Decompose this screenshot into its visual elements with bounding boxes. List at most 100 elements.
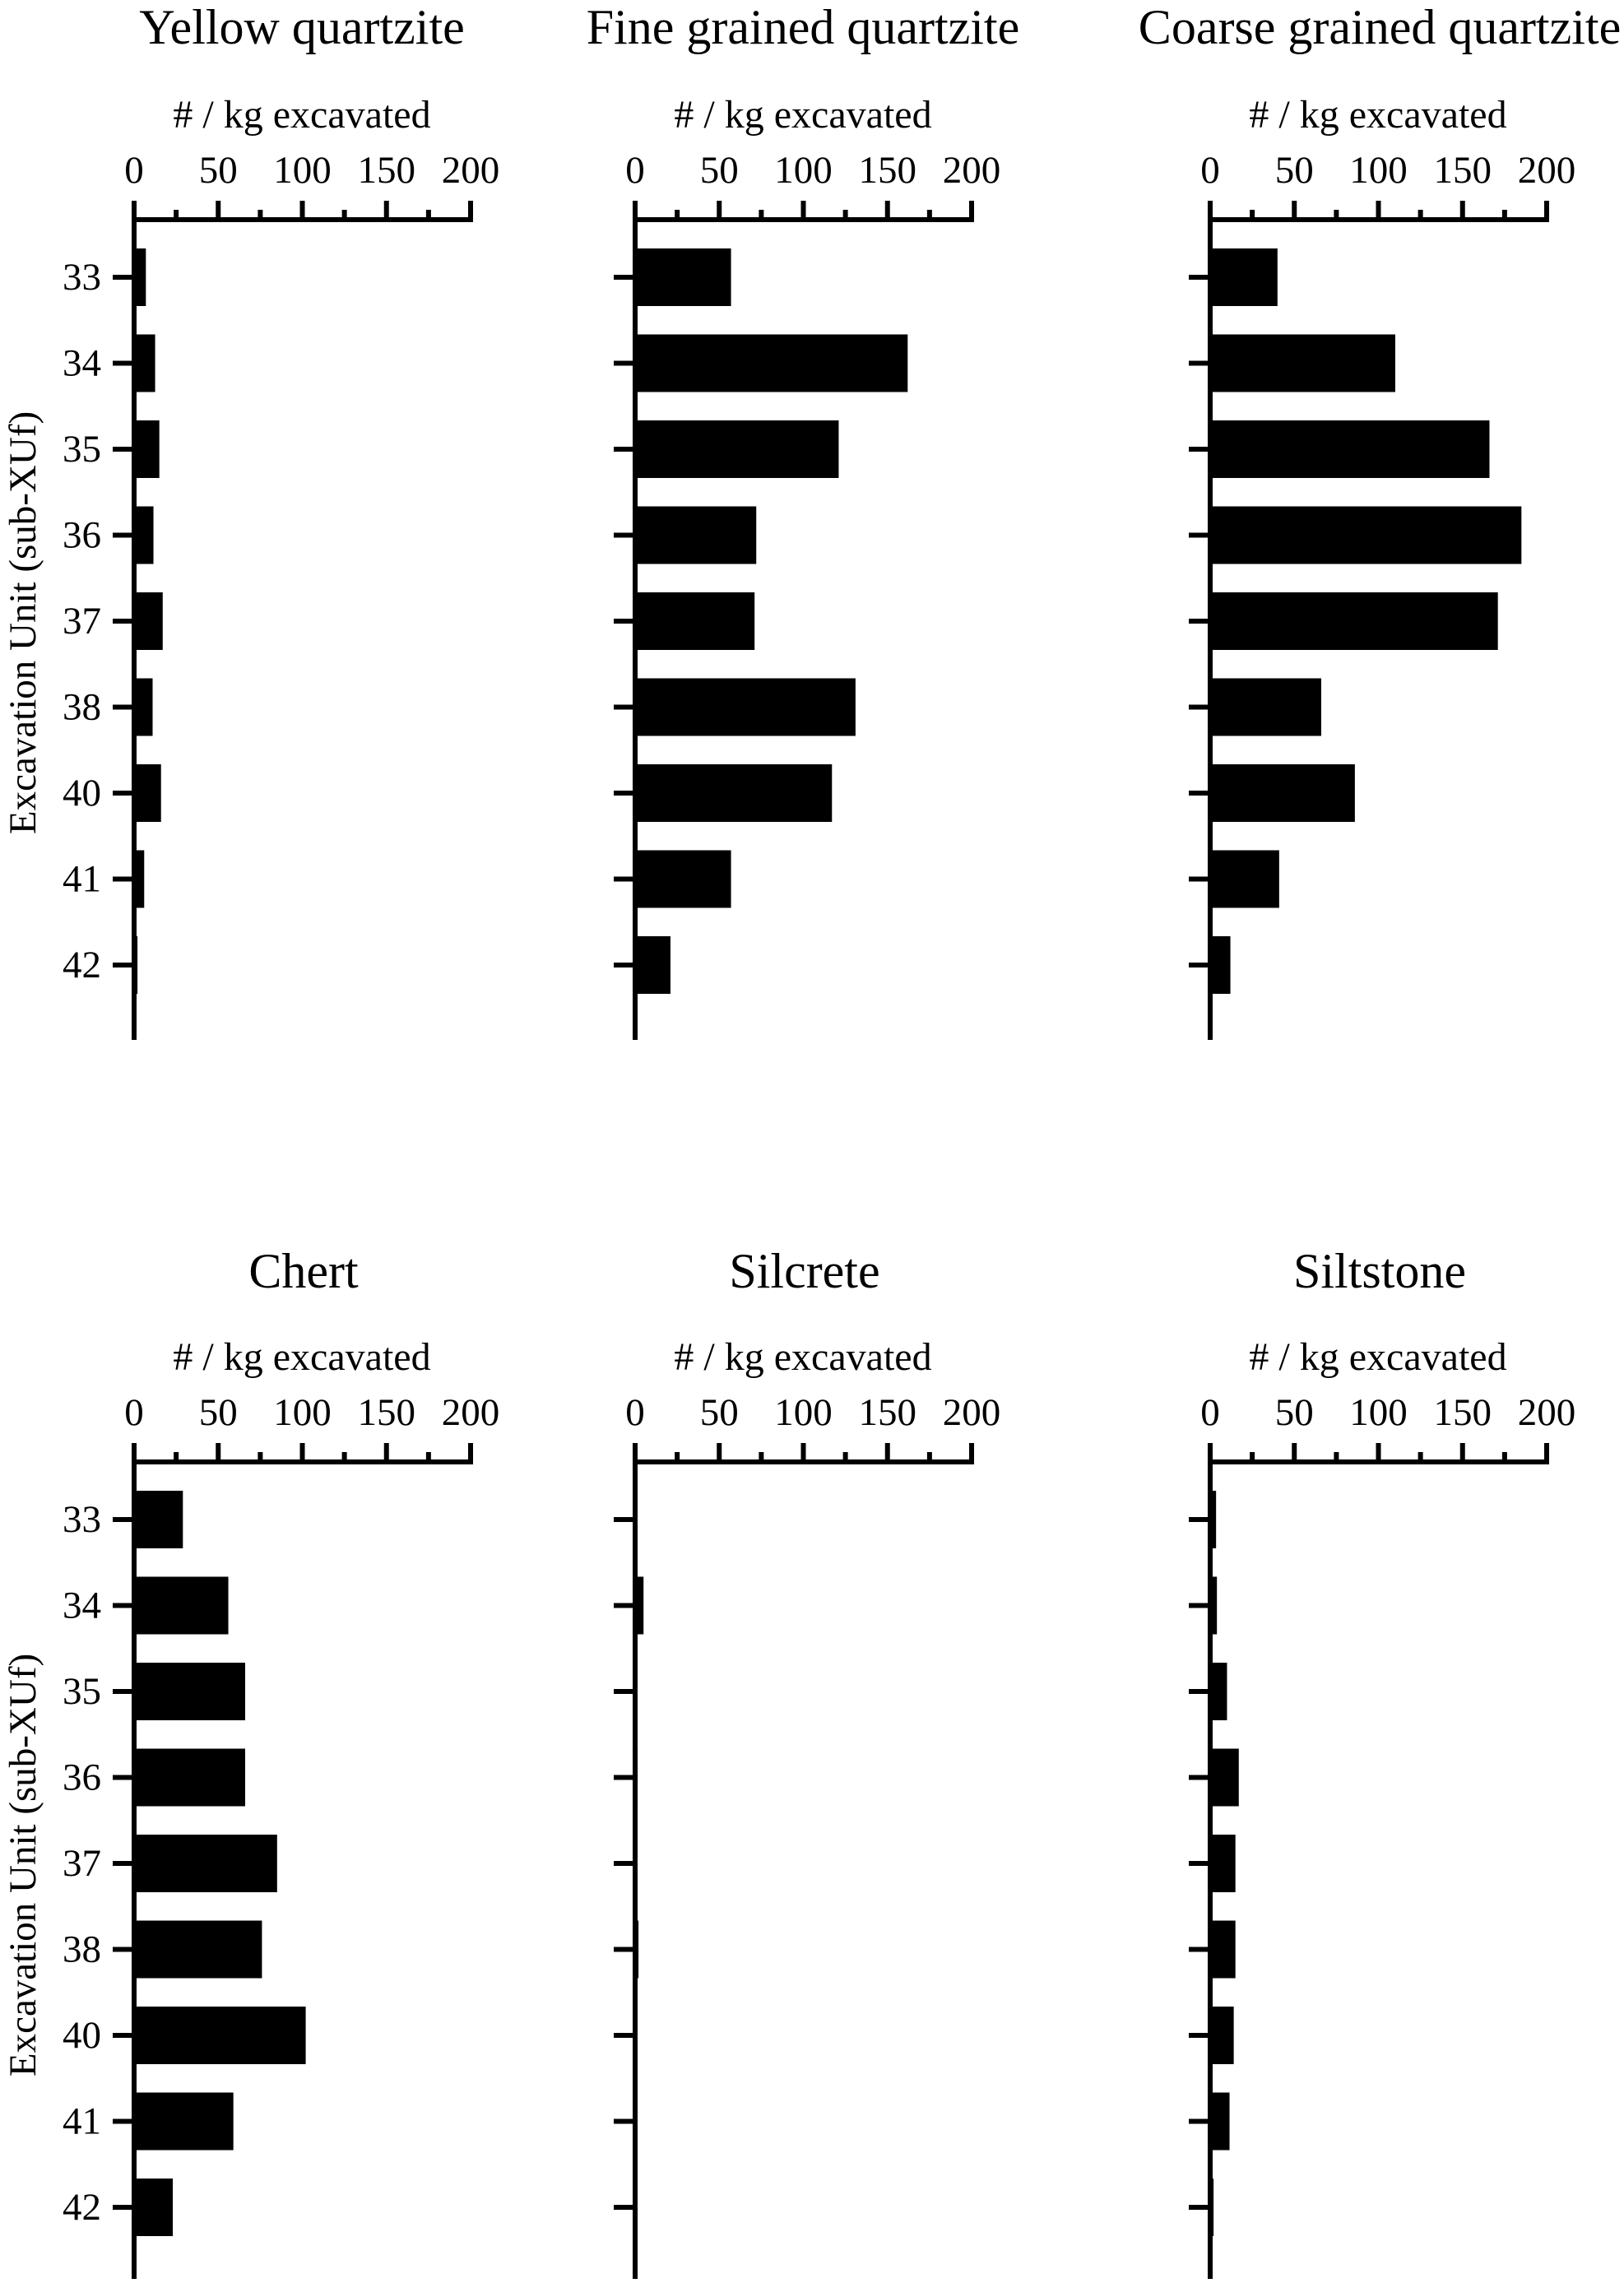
x-axis-title: # / kg excavated bbox=[674, 93, 931, 137]
x-tick-label: 0 bbox=[1200, 1391, 1220, 1434]
bar bbox=[1210, 764, 1355, 822]
bar bbox=[635, 678, 856, 736]
x-tick-label: 50 bbox=[700, 1391, 739, 1434]
bar bbox=[134, 764, 161, 822]
y-tick-label: 36 bbox=[63, 514, 101, 557]
y-tick-label: 38 bbox=[63, 686, 101, 729]
x-tick-label: 0 bbox=[1200, 149, 1220, 192]
bar bbox=[1210, 1920, 1236, 1979]
panel-title: Siltstone bbox=[1293, 1244, 1466, 1298]
bar bbox=[635, 850, 731, 908]
y-tick-label: 35 bbox=[63, 428, 101, 471]
bar bbox=[635, 420, 839, 478]
panel-title: Chert bbox=[248, 1244, 359, 1298]
bar bbox=[1210, 1576, 1218, 1635]
panel-title: Yellow quartzite bbox=[139, 0, 465, 54]
bar bbox=[134, 2007, 306, 2064]
x-axis-title: # / kg excavated bbox=[173, 1335, 430, 1379]
x-tick-label: 50 bbox=[700, 149, 739, 192]
y-tick-label: 40 bbox=[63, 2014, 101, 2057]
y-tick-label: 41 bbox=[63, 2100, 101, 2143]
x-tick-label: 200 bbox=[1518, 1391, 1576, 1434]
bar bbox=[1210, 1491, 1217, 1548]
bar bbox=[1210, 1748, 1239, 1807]
bar bbox=[134, 850, 145, 908]
bar bbox=[134, 1576, 229, 1635]
x-tick-label: 0 bbox=[625, 149, 645, 192]
x-tick-label: 200 bbox=[1518, 149, 1576, 192]
bar bbox=[134, 592, 163, 650]
bar bbox=[1210, 248, 1278, 306]
bar bbox=[1210, 2092, 1230, 2151]
panel-coarse-grained-quartzite: Coarse grained quartzite # / kg excavate… bbox=[1139, 0, 1621, 137]
x-tick-label: 100 bbox=[273, 149, 332, 192]
x-tick-label: 200 bbox=[442, 149, 500, 192]
y-axis-title-top: Excavation Unit (sub-XUf) bbox=[2, 411, 44, 834]
x-tick-label: 150 bbox=[859, 1391, 917, 1434]
panel-yellow-quartzite: Yellow quartzite # / kg excavated bbox=[139, 0, 465, 137]
y-axis-title-bottom: Excavation Unit (sub-XUf) bbox=[2, 1654, 44, 2077]
x-tick-label: 150 bbox=[1434, 1391, 1492, 1434]
bar bbox=[1210, 2007, 1234, 2064]
bar bbox=[134, 2092, 234, 2151]
bar bbox=[1210, 592, 1498, 650]
panel-title: Fine grained quartzite bbox=[587, 0, 1019, 54]
x-tick-label: 100 bbox=[273, 1391, 332, 1434]
bar bbox=[635, 936, 670, 994]
x-axis-title: # / kg excavated bbox=[173, 93, 430, 137]
x-axis-title: # / kg excavated bbox=[1249, 93, 1506, 137]
y-tick-label: 36 bbox=[63, 1756, 101, 1799]
y-tick-label: 33 bbox=[63, 256, 101, 299]
x-tick-label: 50 bbox=[199, 1391, 238, 1434]
bar bbox=[635, 592, 755, 650]
x-axis-title: # / kg excavated bbox=[1249, 1335, 1506, 1379]
x-tick-label: 0 bbox=[625, 1391, 645, 1434]
x-tick-label: 0 bbox=[124, 149, 144, 192]
panel-siltstone: Siltstone # / kg excavated bbox=[1249, 1244, 1506, 1379]
x-tick-label: 50 bbox=[1275, 1391, 1314, 1434]
x-tick-label: 100 bbox=[1349, 149, 1408, 192]
bar bbox=[1210, 334, 1395, 392]
bar bbox=[134, 506, 154, 564]
plot-layer: 33 34 35 36 37 38 40 41 42 0 50 100 150 200 0 50 100 150 2… bbox=[63, 149, 1576, 2282]
y-tick-label: 42 bbox=[63, 2186, 101, 2229]
bar bbox=[1210, 850, 1279, 908]
y-tick-label: 37 bbox=[63, 600, 101, 643]
bar bbox=[134, 1835, 277, 1892]
x-tick-label: 100 bbox=[1349, 1391, 1408, 1434]
bar bbox=[134, 1920, 262, 1979]
bar bbox=[635, 248, 731, 306]
x-tick-label: 200 bbox=[943, 1391, 1001, 1434]
x-tick-label: 0 bbox=[124, 1391, 144, 1434]
x-tick-label: 150 bbox=[859, 149, 917, 192]
bar bbox=[1210, 936, 1231, 994]
panel-silcrete: Silcrete # / kg excavated bbox=[674, 1244, 931, 1379]
x-tick-label: 150 bbox=[358, 149, 416, 192]
panel-chert: Chert # / kg excavated bbox=[173, 1244, 430, 1379]
bar bbox=[134, 248, 146, 306]
bar bbox=[635, 334, 908, 392]
x-tick-label: 200 bbox=[943, 149, 1001, 192]
y-tick-label: 38 bbox=[63, 1928, 101, 1971]
y-tick-label: 41 bbox=[63, 858, 101, 901]
x-tick-label: 100 bbox=[774, 149, 833, 192]
panel-title: Coarse grained quartzite bbox=[1139, 0, 1621, 54]
x-tick-label: 50 bbox=[1275, 149, 1314, 192]
y-tick-label: 42 bbox=[63, 944, 101, 986]
x-axis-title: # / kg excavated bbox=[674, 1335, 931, 1379]
bar bbox=[635, 1576, 644, 1635]
bar bbox=[1210, 1663, 1227, 1720]
y-tick-label: 40 bbox=[63, 772, 101, 814]
bar bbox=[134, 334, 155, 392]
x-tick-label: 150 bbox=[358, 1391, 416, 1434]
bar bbox=[1210, 678, 1321, 736]
bar bbox=[134, 1748, 245, 1807]
y-tick-label: 33 bbox=[63, 1498, 101, 1541]
bar bbox=[134, 2179, 174, 2236]
bar bbox=[635, 764, 833, 822]
x-tick-label: 200 bbox=[442, 1391, 500, 1434]
bar bbox=[134, 420, 160, 478]
bar bbox=[1210, 420, 1490, 478]
